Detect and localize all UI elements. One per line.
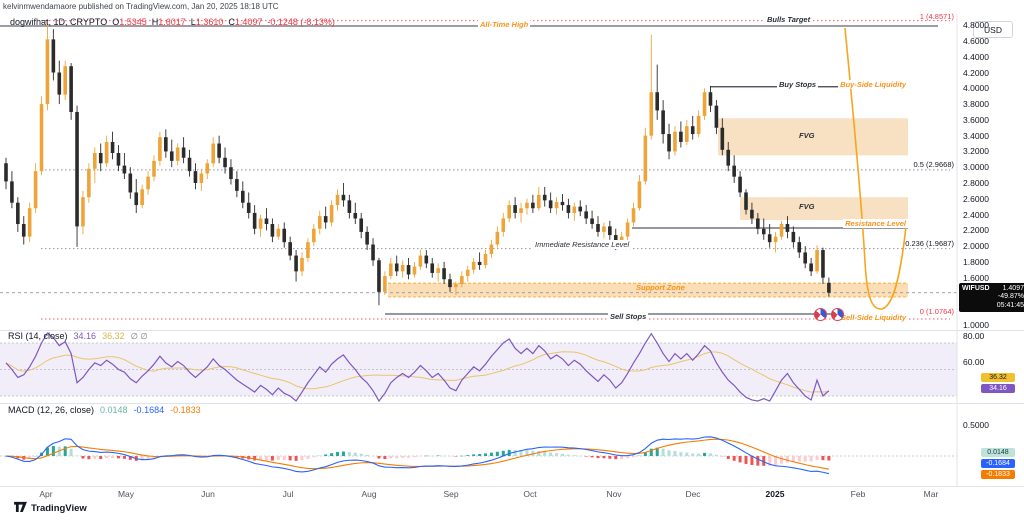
price-tick: 4.8000 (963, 20, 989, 31)
time-axis-label: Dec (685, 489, 701, 499)
rsi-empty-markers: ∅ ∅ (130, 331, 148, 341)
tradingview-logo-icon (14, 501, 27, 515)
symbol-title[interactable]: dogwifhat, 1D, CRYPTO (10, 17, 108, 27)
rsi-title[interactable]: RSI (14, close) (8, 331, 68, 341)
rsi-value-badge: 34.16 (981, 384, 1015, 393)
sell-stops-label[interactable]: Sell Stops (608, 312, 649, 321)
macd-scale-05: 0.5000 (963, 420, 989, 430)
price-tick: 3.4000 (963, 130, 989, 141)
time-axis-label: Jun (201, 489, 215, 499)
macd-title[interactable]: MACD (12, 26, close) (8, 405, 95, 415)
tradingview-logo-text: TradingView (31, 502, 87, 514)
price-tick: 4.0000 (963, 83, 989, 94)
macd-hist-value: 0.0148 (100, 405, 128, 415)
fvg-lower-label[interactable]: FVG (799, 202, 815, 211)
change-value: -0.1248 (-8.13%) (267, 17, 335, 27)
price-tick: 4.4000 (963, 51, 989, 62)
tradingview-logo[interactable]: TradingView (14, 501, 87, 515)
rsi-ma-badge: 36.32 (981, 373, 1015, 382)
all-time-high-label[interactable]: All-Time High (478, 20, 531, 29)
high-value: 1.6017 (158, 17, 186, 27)
rsi-legend[interactable]: RSI (14, close) 34.16 36.32 ∅ ∅ (8, 331, 148, 342)
time-axis-label: Nov (606, 489, 622, 499)
price-tick: 2.8000 (963, 177, 989, 188)
open-label: O (112, 17, 120, 27)
bulls-target-label[interactable]: Bulls Target (765, 15, 813, 24)
time-axis-label: Jul (282, 489, 294, 499)
time-axis-label: Oct (523, 489, 537, 499)
fvg-upper-label[interactable]: FVG (799, 131, 815, 140)
price-tick: 2.2000 (963, 225, 989, 236)
close-label: C (228, 17, 235, 27)
support-zone-label[interactable]: Support Zone (636, 283, 685, 292)
time-axis-label: Mar (923, 489, 939, 499)
macd-legend[interactable]: MACD (12, 26, close) 0.0148 -0.1684 -0.1… (8, 405, 201, 415)
resistance-level-label[interactable]: Resistance Level (843, 219, 908, 228)
price-tick: 1.8000 (963, 256, 989, 267)
badge-change: -49.87% (997, 293, 1024, 301)
price-tick: 2.0000 (963, 241, 989, 252)
price-tick: 4.2000 (963, 67, 989, 78)
circle-emoji-icon (831, 308, 844, 321)
low-value: 1.3610 (195, 17, 224, 27)
candles-layer (4, 20, 831, 306)
macd-signal-value: -0.1833 (170, 405, 201, 415)
sell-side-liquidity-label[interactable]: Sell-Side Liquidity (838, 313, 908, 322)
rsi-scale-80: 80.00 (963, 331, 985, 341)
low-label: L (190, 17, 196, 27)
buy-side-liquidity-label[interactable]: Buy-Side Liquidity (838, 80, 908, 89)
fib-0-label: 0 (1.0764) (919, 307, 954, 316)
zones-layer (0, 118, 957, 396)
price-tick: 3.0000 (963, 162, 989, 173)
rsi-layer (0, 332, 957, 403)
currency-button[interactable]: USD (973, 21, 1013, 38)
buy-stops-label[interactable]: Buy Stops (777, 80, 819, 89)
badge-countdown: 05:41:45 (996, 301, 1024, 309)
open-value: 1.5345 (119, 17, 147, 27)
rsi-ma-value: 36.32 (102, 331, 125, 341)
macd-layer (0, 436, 957, 475)
price-tick: 4.6000 (963, 35, 989, 46)
time-axis-label: May (117, 489, 135, 499)
time-axis-label: Aug (361, 489, 377, 499)
rsi-value: 34.16 (73, 331, 97, 341)
time-axis-label: Apr (39, 489, 53, 499)
badge-price: 1.4097 (1002, 284, 1024, 292)
price-tick: 3.2000 (963, 146, 989, 157)
macd-line-value: -0.1684 (133, 405, 165, 415)
macd-hist-badge: 0.0148 (981, 448, 1015, 457)
close-value: 1.4097 (234, 17, 263, 27)
price-tick: 2.4000 (963, 209, 989, 220)
price-tick: 3.6000 (963, 114, 989, 125)
macd-signal-badge: -0.1833 (981, 470, 1015, 479)
immediate-resistance-level-label[interactable]: Immediate Resistance Level (533, 240, 632, 249)
time-axis-label: Feb (850, 489, 866, 499)
fib-1-label: 1 (4.8571) (919, 12, 954, 21)
macd-line-badge: -0.1684 (981, 459, 1015, 468)
level-lines-layer (0, 20, 957, 320)
high-label: H (151, 17, 159, 27)
fib-05-label: 0.5 (2.9668) (913, 160, 954, 169)
badge-symbol: WIFUSD (962, 284, 990, 292)
attribution-text: kelvinmwendamaore published on TradingVi… (3, 2, 279, 11)
price-tick: 2.6000 (963, 193, 989, 204)
separators-layer (0, 14, 1024, 487)
symbol-legend[interactable]: dogwifhat, 1D, CRYPTO O1.5345 H1.6017 L1… (10, 17, 335, 27)
price-tick: 1.6000 (963, 272, 989, 283)
price-tick: 3.8000 (963, 99, 989, 110)
current-price-badge[interactable]: WIFUSD 1.4097 -49.87% 05:41:45 (959, 282, 1024, 313)
time-axis-label: Sep (443, 489, 459, 499)
rsi-scale-60: 60.00 (963, 357, 985, 367)
projection-curve (844, 27, 907, 310)
price-tick: 1.0000 (963, 320, 989, 330)
fib-0236-label: 0.236 (1.9687) (905, 239, 954, 248)
circle-emoji-icon (814, 308, 827, 321)
time-axis-label: 2025 (765, 489, 785, 499)
